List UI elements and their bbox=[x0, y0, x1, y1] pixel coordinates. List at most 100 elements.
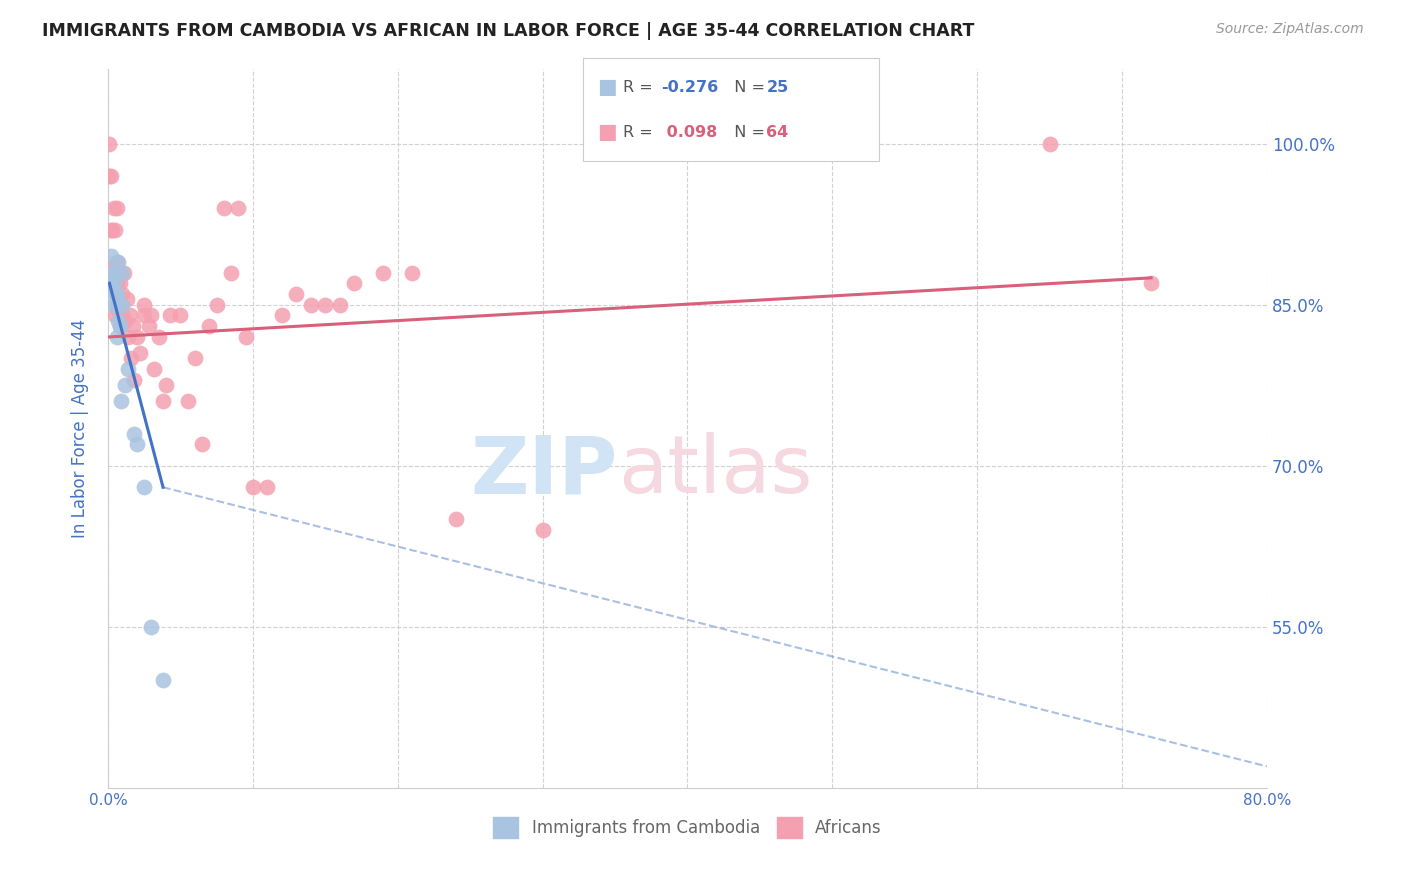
Point bbox=[117, 362, 139, 376]
Point bbox=[114, 314, 136, 328]
Point bbox=[104, 309, 127, 323]
Point bbox=[108, 319, 131, 334]
Point bbox=[134, 298, 156, 312]
Point bbox=[111, 265, 134, 279]
Point bbox=[108, 319, 131, 334]
Point bbox=[110, 394, 132, 409]
Point bbox=[114, 378, 136, 392]
Point bbox=[111, 287, 134, 301]
Point bbox=[155, 378, 177, 392]
Text: IMMIGRANTS FROM CAMBODIA VS AFRICAN IN LABOR FORCE | AGE 35-44 CORRELATION CHART: IMMIGRANTS FROM CAMBODIA VS AFRICAN IN L… bbox=[42, 22, 974, 40]
Point bbox=[101, 277, 124, 291]
Text: 25: 25 bbox=[766, 80, 789, 95]
Y-axis label: In Labor Force | Age 35-44: In Labor Force | Age 35-44 bbox=[72, 318, 89, 538]
Point bbox=[108, 277, 131, 291]
Text: 64: 64 bbox=[766, 125, 789, 139]
Point bbox=[107, 254, 129, 268]
Point bbox=[329, 298, 352, 312]
Text: ZIP: ZIP bbox=[471, 433, 617, 510]
Text: N =: N = bbox=[724, 125, 770, 139]
Point bbox=[256, 480, 278, 494]
Point bbox=[191, 437, 214, 451]
Point bbox=[104, 222, 127, 236]
Point bbox=[103, 260, 125, 274]
Point bbox=[118, 309, 141, 323]
Point bbox=[122, 426, 145, 441]
Legend: Immigrants from Cambodia, Africans: Immigrants from Cambodia, Africans bbox=[486, 811, 889, 844]
Point bbox=[111, 309, 134, 323]
Point bbox=[111, 298, 134, 312]
Point bbox=[373, 265, 395, 279]
Point bbox=[228, 201, 250, 215]
Point bbox=[117, 330, 139, 344]
Point bbox=[122, 373, 145, 387]
Text: ■: ■ bbox=[598, 122, 617, 142]
Point bbox=[212, 201, 235, 215]
Point bbox=[285, 287, 308, 301]
Point bbox=[152, 673, 174, 688]
Point bbox=[101, 265, 124, 279]
Text: -0.276: -0.276 bbox=[661, 80, 718, 95]
Point bbox=[98, 136, 121, 151]
Point bbox=[242, 480, 264, 494]
Point bbox=[219, 265, 242, 279]
Point bbox=[141, 309, 163, 323]
Point bbox=[531, 523, 554, 537]
Point bbox=[299, 298, 322, 312]
Point bbox=[121, 319, 143, 334]
Point bbox=[107, 271, 129, 285]
Point bbox=[98, 169, 121, 183]
Point bbox=[235, 330, 257, 344]
Point bbox=[105, 254, 128, 268]
Point bbox=[98, 282, 121, 296]
Point bbox=[176, 394, 198, 409]
Point bbox=[105, 277, 128, 291]
Point bbox=[100, 271, 122, 285]
Point bbox=[205, 298, 228, 312]
Point bbox=[152, 394, 174, 409]
Point bbox=[138, 319, 160, 334]
Point bbox=[107, 314, 129, 328]
Point bbox=[184, 351, 207, 366]
Point bbox=[101, 222, 124, 236]
Point bbox=[104, 265, 127, 279]
Point bbox=[120, 351, 142, 366]
Point bbox=[128, 346, 150, 360]
Point bbox=[1140, 277, 1163, 291]
Point bbox=[110, 298, 132, 312]
Point bbox=[105, 298, 128, 312]
Point bbox=[100, 169, 122, 183]
Point bbox=[1039, 136, 1062, 151]
Point bbox=[169, 309, 191, 323]
Point bbox=[401, 265, 423, 279]
Point bbox=[343, 277, 366, 291]
Point bbox=[105, 330, 128, 344]
Text: ■: ■ bbox=[598, 78, 617, 97]
Text: atlas: atlas bbox=[617, 433, 813, 510]
Point bbox=[112, 265, 135, 279]
Point bbox=[104, 287, 127, 301]
Point bbox=[314, 298, 336, 312]
Point bbox=[134, 309, 156, 323]
Point bbox=[125, 437, 148, 451]
Point bbox=[125, 330, 148, 344]
Point bbox=[143, 362, 166, 376]
Point bbox=[103, 201, 125, 215]
Point bbox=[198, 319, 221, 334]
Point bbox=[105, 287, 128, 301]
Text: Source: ZipAtlas.com: Source: ZipAtlas.com bbox=[1216, 22, 1364, 37]
Point bbox=[105, 201, 128, 215]
Text: N =: N = bbox=[724, 80, 770, 95]
Point bbox=[100, 249, 122, 263]
Point bbox=[444, 512, 467, 526]
Point bbox=[148, 330, 170, 344]
Point bbox=[270, 309, 292, 323]
Point bbox=[101, 265, 124, 279]
Text: R =: R = bbox=[623, 125, 658, 139]
Point bbox=[107, 303, 129, 318]
Point bbox=[159, 309, 181, 323]
Point bbox=[141, 620, 163, 634]
Point bbox=[103, 277, 125, 291]
Point bbox=[134, 480, 156, 494]
Text: R =: R = bbox=[623, 80, 658, 95]
